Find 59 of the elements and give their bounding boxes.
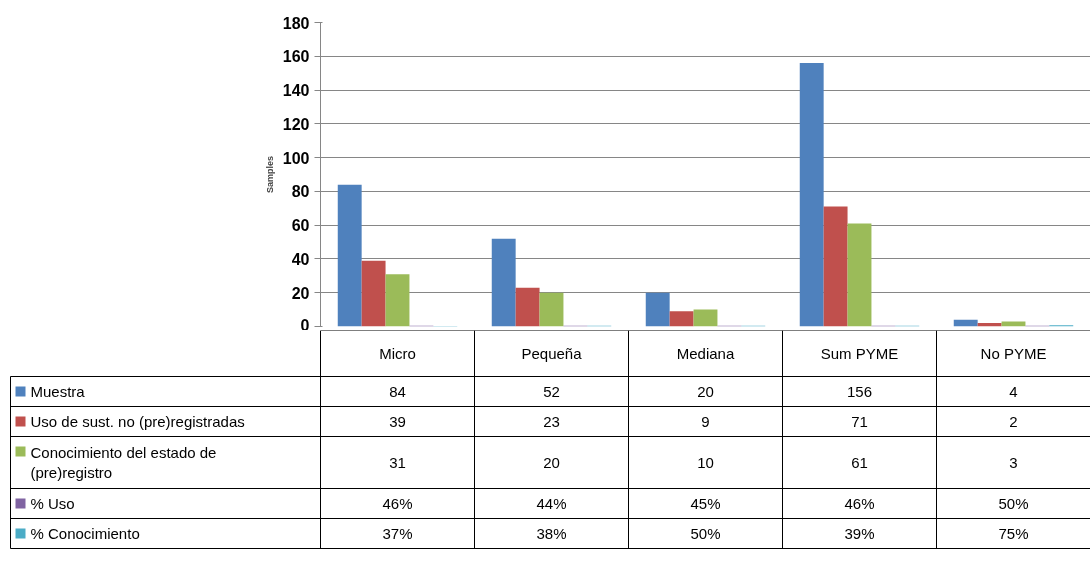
data-label: 20 xyxy=(697,382,714,400)
data-label: 156 xyxy=(846,382,873,400)
y-tick-label: 120 xyxy=(282,115,310,133)
y-tick-label: 100 xyxy=(282,149,310,167)
data-label: 39% xyxy=(844,525,875,542)
y-tick-label: 60 xyxy=(291,217,310,235)
data-label: 23 xyxy=(543,412,560,430)
data-label: 46% xyxy=(382,495,413,512)
y-tick-label: 0 xyxy=(300,316,310,334)
y-tick-label: 20 xyxy=(291,284,310,302)
bar xyxy=(361,260,386,327)
bar xyxy=(669,311,694,327)
bar xyxy=(799,63,824,327)
data-label: 38% xyxy=(536,525,567,542)
bar xyxy=(645,292,670,327)
data-label: 50% xyxy=(998,495,1029,512)
data-label: 52 xyxy=(543,382,560,400)
bar xyxy=(515,287,540,327)
data-label: 75% xyxy=(998,525,1029,542)
x-tick-label: Mediana xyxy=(676,345,735,362)
data-label: 44% xyxy=(536,495,567,512)
data-label: 39 xyxy=(389,412,406,430)
y-tick-label: 160 xyxy=(282,48,310,66)
data-label: 4 xyxy=(1009,382,1018,400)
bar xyxy=(539,292,564,327)
data-label: 10 xyxy=(697,453,714,471)
bar xyxy=(823,206,848,327)
legend-label: % Conocimiento xyxy=(30,525,140,542)
y-tick-label: 80 xyxy=(291,183,310,201)
data-label: 9 xyxy=(701,412,710,430)
data-label: 45% xyxy=(690,495,721,512)
data-label: 61 xyxy=(851,453,868,471)
bar xyxy=(491,238,516,327)
x-tick-label: No PYME xyxy=(980,345,1047,362)
x-tick-label: Micro xyxy=(379,345,416,362)
data-label: 50% xyxy=(690,525,721,542)
legend-label: Conocimiento del estado de (pre)registro xyxy=(30,444,217,481)
bar xyxy=(337,184,362,327)
legend-label: Uso de sust. no (pre)registradas xyxy=(30,413,245,430)
legend-label: % Uso xyxy=(30,495,75,512)
data-label: 2 xyxy=(1009,412,1018,430)
data-label: 31 xyxy=(389,453,406,471)
data-label: 84 xyxy=(389,382,406,400)
data-label: 46% xyxy=(844,495,875,512)
bar xyxy=(693,309,718,327)
x-tick-label: Sum PYME xyxy=(820,345,899,362)
data-label: 20 xyxy=(543,453,560,471)
y-tick-label: 40 xyxy=(291,250,310,268)
y-tick-label: 180 xyxy=(282,14,310,32)
y-tick-label: 140 xyxy=(282,82,310,100)
data-label: 71 xyxy=(851,412,868,430)
x-tick-label: Pequeña xyxy=(521,345,583,362)
bar xyxy=(385,274,410,327)
y-axis-title: Samples xyxy=(264,155,275,194)
legend-label: Muestra xyxy=(30,383,86,400)
bar xyxy=(1001,321,1026,327)
data-label: 37% xyxy=(382,525,413,542)
bar xyxy=(847,223,872,327)
data-label: 3 xyxy=(1009,453,1018,471)
